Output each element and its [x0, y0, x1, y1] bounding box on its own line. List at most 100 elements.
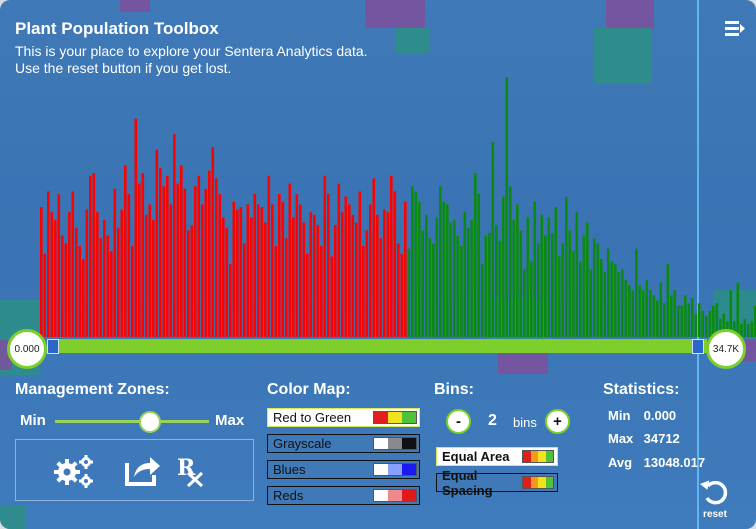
histogram-bar-high — [502, 196, 505, 337]
histogram-bar-low — [145, 214, 148, 337]
histogram-bar-high — [523, 269, 526, 337]
histogram-bar-high — [407, 248, 411, 337]
histogram-bar-low — [222, 217, 225, 337]
zones-slider[interactable] — [55, 420, 209, 423]
histogram-bar-high — [617, 272, 621, 337]
color-map-title: Color Map: — [267, 381, 351, 398]
range-slider-track[interactable] — [47, 339, 707, 353]
histogram-bar-low — [187, 230, 190, 337]
histogram-bar-low — [383, 209, 386, 337]
histogram-bar-high — [677, 305, 680, 337]
bin-mode-label: Equal Spacing — [442, 467, 493, 498]
color-map-option[interactable]: Red to Green — [267, 408, 420, 427]
bin-mode-swatch — [522, 450, 554, 463]
histogram-bar-high — [624, 279, 628, 337]
histogram-bar-low — [106, 235, 110, 337]
page-title: Plant Population Toolbox — [15, 19, 219, 38]
histogram-bar-low — [43, 253, 47, 337]
histogram-bar-low — [75, 227, 78, 337]
histogram-bar-low — [278, 194, 281, 337]
histogram-bar-low — [337, 183, 341, 337]
histogram-bar-low — [330, 256, 334, 337]
histogram-bar-low — [82, 259, 85, 337]
histogram-bar-low — [117, 227, 120, 337]
histogram-bar-high — [568, 230, 572, 337]
bins-increase-button[interactable]: + — [545, 409, 570, 434]
share-icon[interactable] — [124, 453, 162, 487]
histogram-bar-high — [428, 238, 432, 337]
histogram-bar-high — [558, 256, 561, 337]
subtitle-line: This is your place to explore your Sente… — [15, 43, 368, 59]
histogram-bar-high — [621, 269, 624, 337]
gears-icon[interactable] — [53, 453, 97, 489]
range-min-handle[interactable] — [47, 339, 59, 354]
histogram-bar-high — [512, 220, 516, 337]
bin-mode-option[interactable]: Equal Spacing — [436, 468, 558, 498]
stat-avg: Avg 13048.017 — [608, 455, 705, 470]
histogram-bar-high — [474, 173, 477, 337]
histogram-bar-high — [477, 194, 481, 337]
rx-icon[interactable]: R — [176, 453, 206, 487]
range-max-label: 34.7K — [706, 329, 746, 369]
histogram-bar-low — [190, 225, 194, 337]
histogram-bar-low — [260, 207, 264, 337]
stat-value: 34712 — [643, 431, 680, 446]
histogram-bar-high — [719, 318, 722, 337]
histogram-bar-low — [376, 214, 379, 337]
bin-mode-option[interactable]: Equal Area — [436, 447, 558, 466]
bins-count: 2 — [488, 412, 497, 429]
histogram-bar-high — [439, 186, 442, 337]
color-map-option-label: Blues — [273, 462, 306, 477]
color-map-option[interactable]: Blues — [267, 460, 420, 479]
field-patch — [606, 0, 654, 30]
histogram-bar-high — [750, 321, 754, 337]
histogram-bar-high — [614, 264, 617, 337]
histogram-bar-low — [239, 207, 243, 337]
histogram-bar-low — [208, 170, 211, 337]
histogram-bar-low — [211, 147, 215, 337]
bin-mode-label: Equal Area — [442, 449, 510, 464]
menu-icon[interactable] — [725, 20, 745, 38]
histogram-bar-high — [505, 77, 509, 337]
histogram-bar-low — [358, 191, 362, 337]
histogram-bar-low — [85, 209, 89, 337]
histogram-bar-low — [218, 194, 222, 337]
range-max-handle[interactable] — [692, 339, 704, 354]
histogram-bar-low — [138, 183, 141, 337]
zones-slider-knob[interactable] — [139, 411, 161, 433]
field-patch — [365, 0, 425, 28]
subtitle-line: Use the reset button if you get lost. — [15, 60, 232, 76]
histogram-bar-high — [435, 217, 439, 337]
color-map-option[interactable]: Reds — [267, 486, 420, 505]
histogram-bar-low — [131, 246, 134, 337]
field-boundary-line — [697, 0, 699, 529]
histogram-bar-high — [582, 235, 586, 337]
histogram-bar-high — [649, 290, 652, 337]
histogram-bar-high — [421, 230, 425, 337]
histogram-bar-high — [442, 201, 446, 337]
histogram-bar-high — [495, 225, 498, 337]
histogram-bar-low — [148, 204, 152, 337]
histogram-bar-high — [635, 248, 638, 337]
histogram-bar-low — [264, 222, 267, 337]
histogram-bar-low — [197, 175, 201, 337]
histogram-bar-low — [257, 204, 260, 337]
histogram-bar-low — [152, 220, 155, 337]
histogram-bar-low — [299, 204, 302, 337]
histogram-bar-low — [351, 214, 355, 337]
histogram-bar-low — [159, 168, 162, 337]
histogram-bar-high — [712, 305, 715, 337]
stat-key: Avg — [608, 455, 633, 470]
histogram-bar-low — [78, 246, 82, 337]
histogram-bar-high — [470, 220, 474, 337]
histogram-bar-low — [372, 178, 376, 337]
management-zones-title: Management Zones: — [15, 381, 170, 398]
reset-button[interactable] — [698, 476, 732, 522]
color-map-option[interactable]: Grayscale — [267, 434, 420, 453]
histogram-bar-high — [645, 279, 649, 337]
bins-decrease-button[interactable]: - — [446, 409, 471, 434]
histogram-bar-high — [467, 227, 470, 337]
histogram-bar-low — [400, 253, 404, 337]
reset-label: reset — [703, 509, 727, 520]
